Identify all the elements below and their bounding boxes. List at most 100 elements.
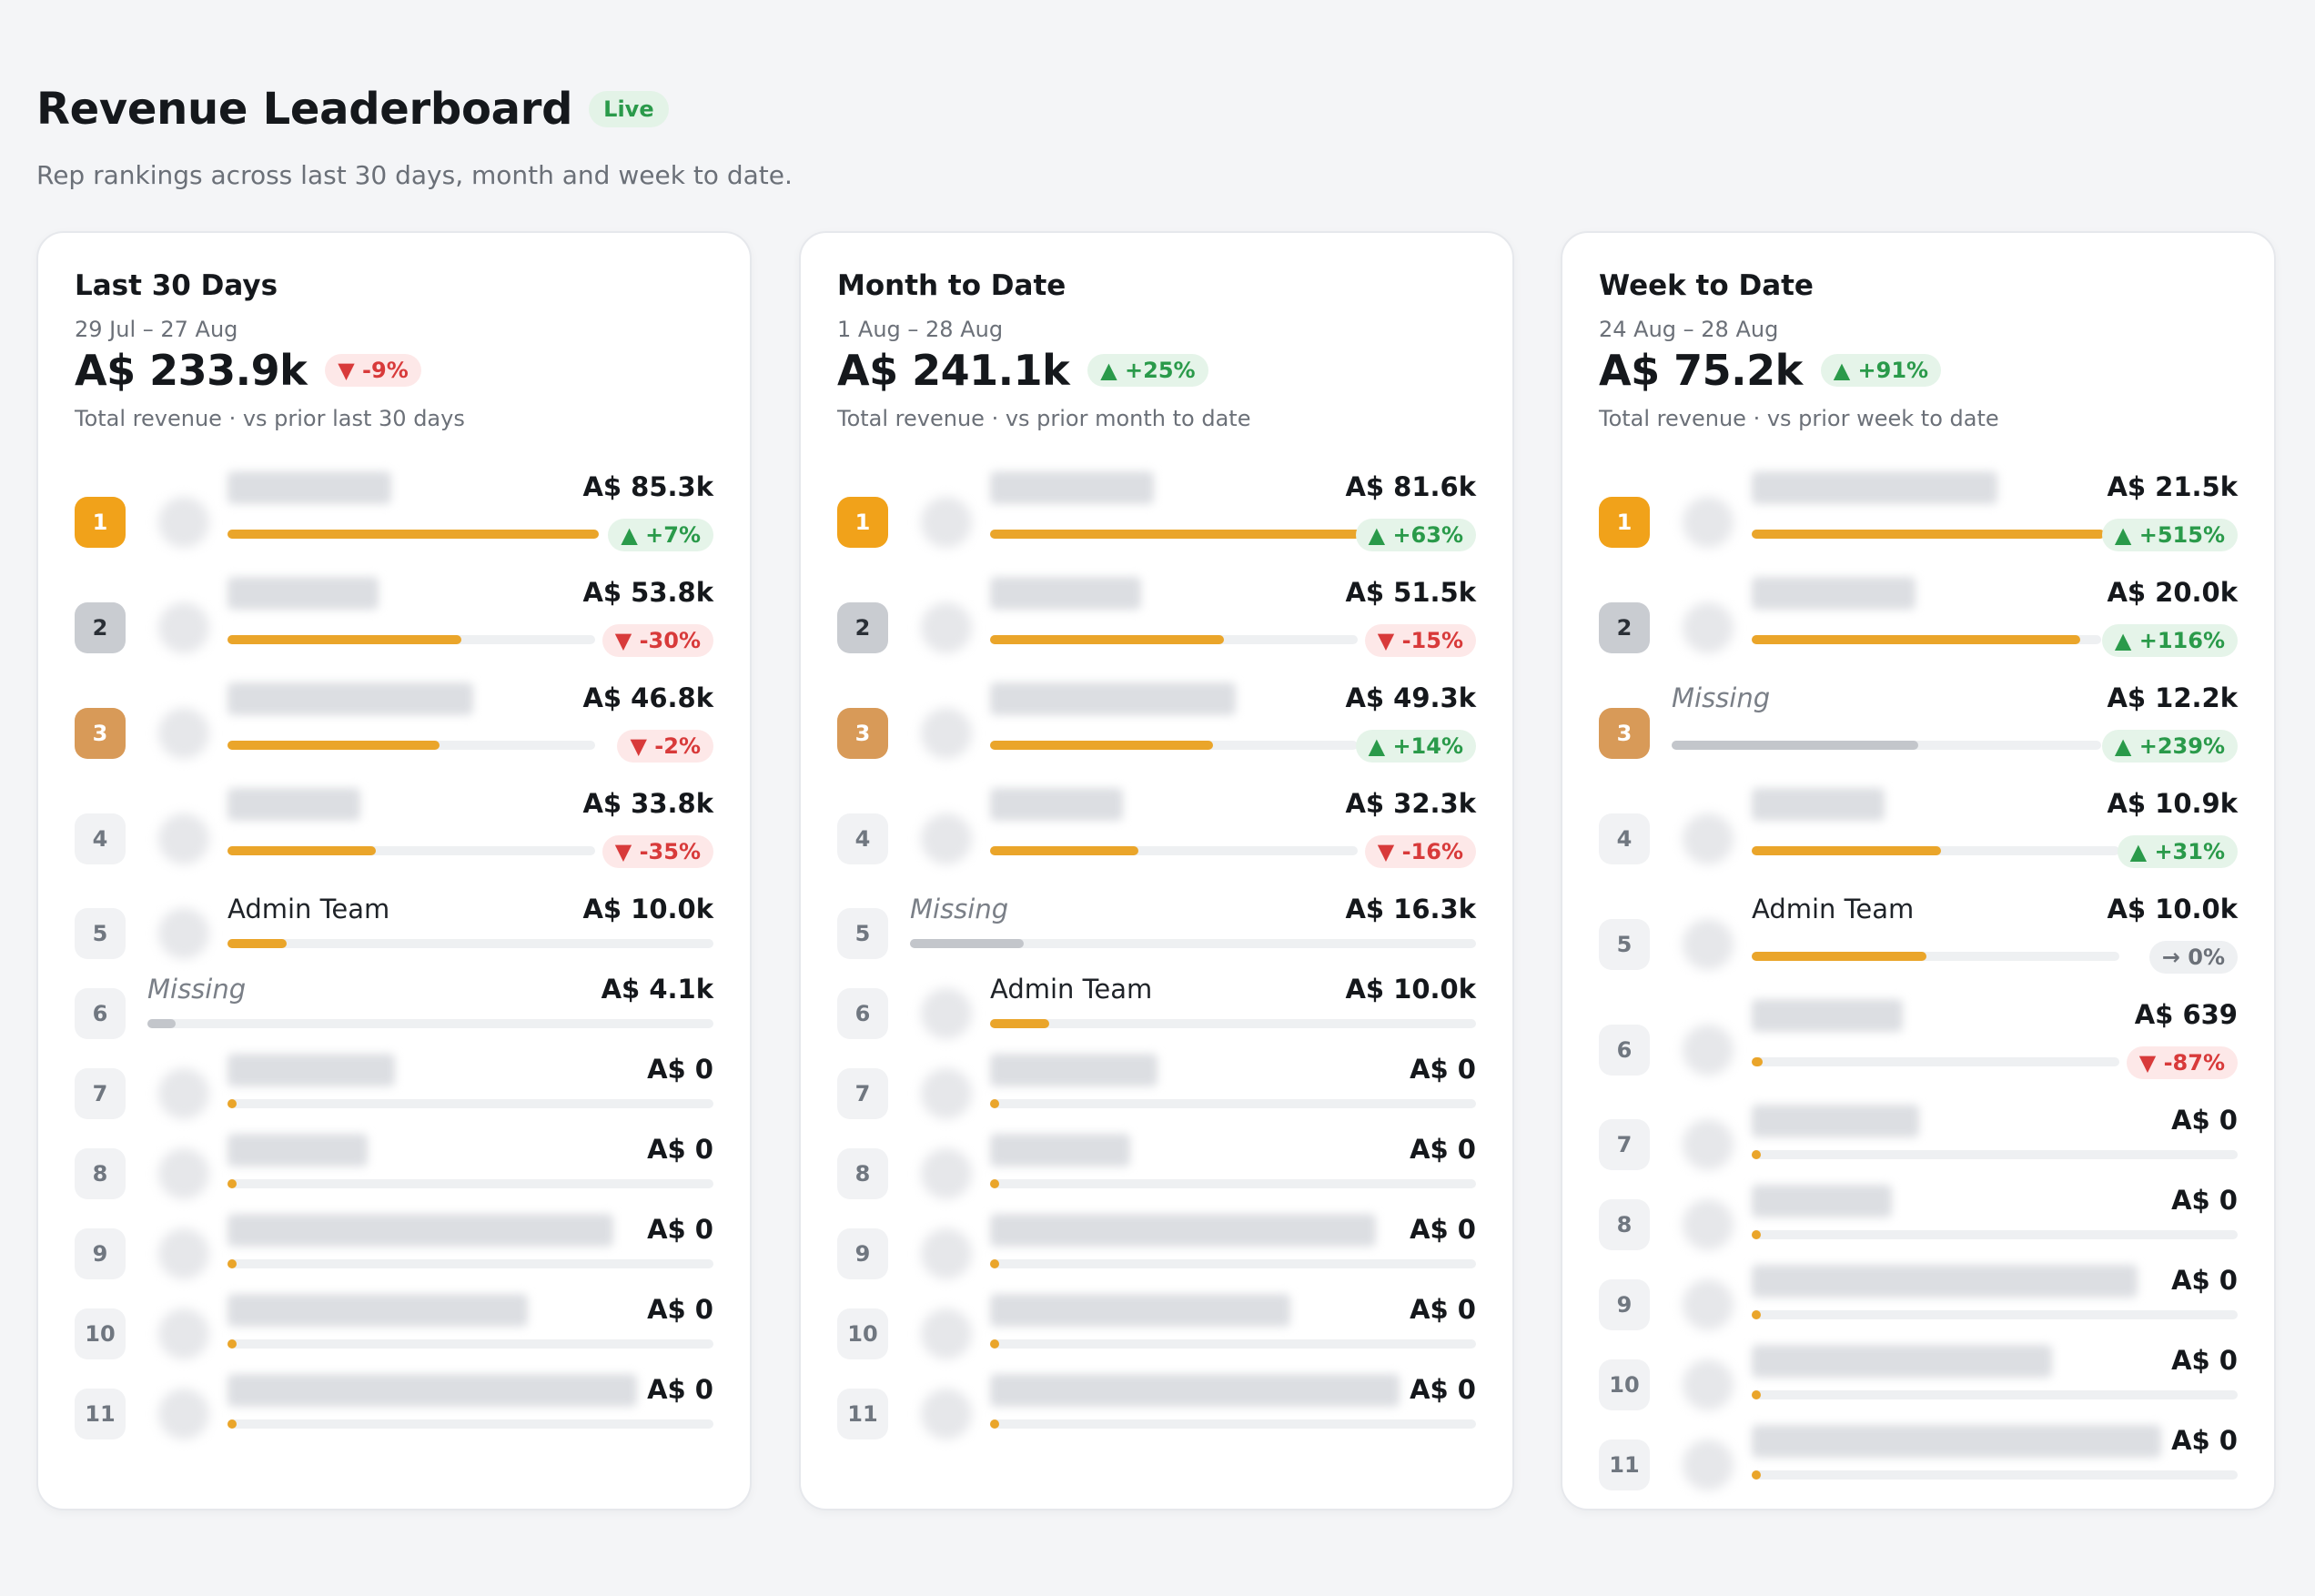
rep-name: Admin Team (1752, 894, 1915, 924)
leaderboard-row[interactable]: 11 A$ 0 (801, 1374, 1512, 1454)
leaderboard-row[interactable]: 5 Missing A$ 16.3k (801, 894, 1512, 974)
revenue-share-bar (1752, 1310, 2238, 1319)
rep-name-redacted (227, 1374, 637, 1407)
leaderboard-row[interactable]: 4 A$ 10.9k ▲ +31% (1562, 788, 2274, 894)
avatar (1683, 1279, 1734, 1330)
revenue-share-fill (1752, 1310, 1761, 1319)
leaderboard-row[interactable]: 10 A$ 0 (801, 1294, 1512, 1374)
revenue-share-fill (1752, 1230, 1761, 1239)
revenue-share-fill (990, 846, 1138, 855)
rep-name-redacted (1752, 471, 1997, 504)
rep-revenue: A$ 0 (2171, 1345, 2238, 1376)
revenue-share-fill (1752, 1057, 1763, 1066)
leaderboard-row[interactable]: 11 A$ 0 (1562, 1425, 2274, 1505)
avatar (921, 708, 972, 759)
avatar (1683, 602, 1734, 653)
rep-name-redacted (990, 1374, 1400, 1407)
revenue-share-fill (1752, 1470, 1761, 1480)
live-badge: Live (589, 91, 669, 127)
revenue-share-bar (1752, 1057, 2119, 1066)
leaderboard-row[interactable]: 2 A$ 20.0k ▲ +116% (1562, 577, 2274, 682)
avatar (921, 988, 972, 1039)
leaderboard-row[interactable]: 5 Admin Team A$ 10.0k (38, 894, 750, 974)
rank-badge: 5 (75, 908, 126, 959)
leaderboard-row[interactable]: 6 Admin Team A$ 10.0k (801, 974, 1512, 1054)
leaderboard-row[interactable]: 8 A$ 0 (801, 1134, 1512, 1214)
revenue-share-bar (910, 939, 1476, 948)
leaderboard-row[interactable]: 3 A$ 46.8k ▼ -2% (38, 682, 750, 788)
revenue-share-fill (990, 741, 1213, 750)
leaderboard-row[interactable]: 9 A$ 0 (38, 1214, 750, 1294)
rep-delta-badge: ▼ -35% (601, 835, 713, 868)
leaderboard-row[interactable]: 8 A$ 0 (38, 1134, 750, 1214)
avatar (921, 497, 972, 548)
leaderboard-row[interactable]: 7 A$ 0 (1562, 1105, 2274, 1185)
rep-name-redacted (227, 1054, 395, 1086)
leaderboard-row[interactable]: 4 A$ 33.8k ▼ -35% (38, 788, 750, 894)
leaderboard-row[interactable]: 6 A$ 639 ▼ -87% (1562, 999, 2274, 1105)
revenue-share-bar (990, 635, 1358, 644)
rank-badge: 2 (75, 602, 126, 653)
panel-date-range: 24 Aug – 28 Aug (1599, 317, 1779, 342)
revenue-share-fill (227, 939, 287, 948)
rep-delta-badge: ▼ -30% (601, 624, 713, 657)
rep-revenue: A$ 639 (2134, 999, 2238, 1030)
revenue-share-bar (990, 1339, 1476, 1349)
rank-badge: 9 (75, 1228, 126, 1279)
leaderboard-row[interactable]: 9 A$ 0 (801, 1214, 1512, 1294)
rep-revenue: A$ 0 (647, 1134, 713, 1165)
total-revenue: A$ 241.1k (837, 346, 1070, 395)
avatar (921, 1389, 972, 1439)
rep-delta-badge: ▲ +239% (2101, 730, 2238, 763)
revenue-share-bar (227, 1339, 713, 1349)
leaderboard-row[interactable]: 2 A$ 53.8k ▼ -30% (38, 577, 750, 682)
rep-delta-badge: ▲ +116% (2101, 624, 2238, 657)
leaderboard-row[interactable]: 6 Missing A$ 4.1k (38, 974, 750, 1054)
leaderboard-row[interactable]: 1 A$ 21.5k ▲ +515% (1562, 471, 2274, 577)
page-subtitle: Rep rankings across last 30 days, month … (36, 160, 793, 190)
total-revenue: A$ 75.2k (1599, 346, 1803, 395)
rank-badge: 5 (837, 908, 888, 959)
leaderboard-row[interactable]: 8 A$ 0 (1562, 1185, 2274, 1265)
rank-badge: 6 (837, 988, 888, 1039)
revenue-share-bar (990, 1019, 1476, 1028)
avatar (158, 497, 209, 548)
avatar (158, 1228, 209, 1279)
leaderboard-row[interactable]: 1 A$ 85.3k ▲ +7% (38, 471, 750, 577)
rep-name-redacted (990, 1134, 1130, 1167)
leaderboard-row[interactable]: 7 A$ 0 (38, 1054, 750, 1134)
rep-delta-badge: ▼ -16% (1364, 835, 1476, 868)
leaderboard-row[interactable]: 11 A$ 0 (38, 1374, 750, 1454)
revenue-share-fill (990, 1259, 999, 1268)
revenue-share-fill (227, 1339, 237, 1349)
leaderboard-row[interactable]: 10 A$ 0 (1562, 1345, 2274, 1425)
leaderboard-row[interactable]: 9 A$ 0 (1562, 1265, 2274, 1345)
rep-name: Admin Team (990, 974, 1153, 1005)
rank-badge: 3 (1599, 708, 1650, 759)
avatar (1683, 1119, 1734, 1170)
page-title: Revenue Leaderboard (36, 84, 573, 135)
leaderboard-row[interactable]: 3 Missing A$ 12.2k ▲ +239% (1562, 682, 2274, 788)
revenue-share-bar (227, 1179, 713, 1188)
revenue-share-fill (910, 939, 1024, 948)
title-row: Revenue Leaderboard Live (36, 84, 793, 135)
leaderboard-row[interactable]: 3 A$ 49.3k ▲ +14% (801, 682, 1512, 788)
rank-badge: 1 (837, 497, 888, 548)
leaderboard-row[interactable]: 10 A$ 0 (38, 1294, 750, 1374)
leaderboard-row[interactable]: 7 A$ 0 (801, 1054, 1512, 1134)
leaderboard-row[interactable]: 1 A$ 81.6k ▲ +63% (801, 471, 1512, 577)
rep-revenue: A$ 0 (647, 1054, 713, 1085)
leaderboard-row[interactable]: 2 A$ 51.5k ▼ -15% (801, 577, 1512, 682)
rep-name-redacted (1752, 1105, 1919, 1137)
revenue-share-fill (1752, 635, 2080, 644)
revenue-share-fill (227, 741, 440, 750)
leaderboard-row[interactable]: 4 A$ 32.3k ▼ -16% (801, 788, 1512, 894)
rep-name-redacted (1752, 1185, 1892, 1217)
leaderboard-row[interactable]: 5 Admin Team A$ 10.0k → 0% (1562, 894, 2274, 999)
rep-revenue: A$ 21.5k (2107, 471, 2238, 502)
avatar (1683, 1199, 1734, 1250)
avatar (921, 602, 972, 653)
avatar (158, 602, 209, 653)
rep-name-redacted (990, 1294, 1290, 1327)
rep-revenue: A$ 81.6k (1345, 471, 1476, 502)
